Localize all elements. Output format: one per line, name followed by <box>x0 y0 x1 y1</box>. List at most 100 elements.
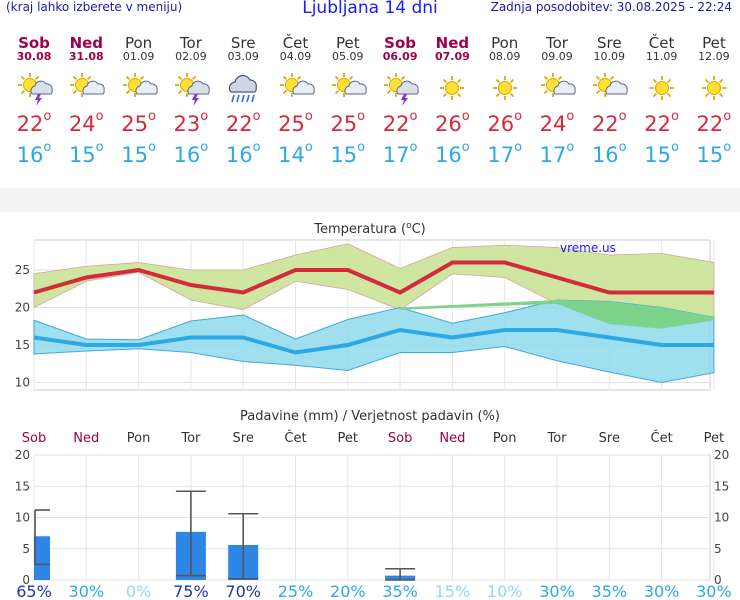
sun-cloud-icon <box>113 72 165 106</box>
max-temp-value: 22 <box>225 112 253 136</box>
precip-y-tick-right: 5 <box>714 542 722 556</box>
sun-cloud-icon <box>270 72 322 106</box>
precip-y-tick-left: 0 <box>22 573 30 587</box>
day-name: Pon <box>124 34 153 52</box>
temp-y-tick-label: 15 <box>15 338 30 352</box>
day-date: 04.09 <box>279 50 312 63</box>
precip-day-label: Sob <box>22 431 46 446</box>
max-temp-value: 22 <box>382 112 410 136</box>
min-temp-line <box>33 327 714 355</box>
degree-mark: o <box>200 109 209 124</box>
max-temp-value: 22 <box>696 112 724 136</box>
min-temp-value: 15 <box>644 143 671 167</box>
degree-mark: o <box>95 140 104 155</box>
day-name: Pet <box>335 34 360 52</box>
min-temp-value: 17 <box>539 143 567 167</box>
sun-icon <box>636 72 688 106</box>
precip-probability: 30% <box>644 582 680 600</box>
degree-mark: o <box>566 140 575 155</box>
min-temp-value: 17 <box>487 143 515 167</box>
temp-plot-area <box>33 239 711 391</box>
precip-probability: 25% <box>278 582 314 600</box>
temp-chart-title: Temperatura (oC) <box>313 221 425 237</box>
min-temperature: 17o <box>531 140 583 167</box>
precip-bar <box>175 531 206 580</box>
precip-day-label: Pon <box>127 431 151 446</box>
max-temp-value: 25 <box>330 112 358 136</box>
precip-y-tick-left: 10 <box>15 511 30 525</box>
max-temperature: 22o <box>688 109 740 136</box>
sun-icon <box>479 72 531 106</box>
min-temperature: 15o <box>636 140 688 167</box>
min-temperature: 16o <box>165 140 217 167</box>
min-temp-value: 17 <box>382 143 410 167</box>
precip-day-label: Ned <box>73 431 99 446</box>
precip-y-tick-right: 0 <box>714 573 722 587</box>
precip-day-label: Pon <box>493 431 517 446</box>
degree-mark: o <box>409 140 418 155</box>
precip-y-tick-right: 20 <box>714 448 729 462</box>
day-name: Čet <box>282 34 309 52</box>
precip-probability: 70% <box>225 582 261 600</box>
day-name: Čet <box>648 34 675 52</box>
temp-title-unit: C) <box>412 222 426 237</box>
min-temperature: 15o <box>113 140 165 167</box>
precip-day-label: Sob <box>388 431 412 446</box>
min-temp-value: 15 <box>121 143 148 167</box>
day-date: 08.09 <box>488 50 521 63</box>
min-temp-value: 16 <box>591 143 619 167</box>
max-temp-value: 26 <box>487 112 515 136</box>
min-temperature: 14o <box>270 140 322 167</box>
min-temperature: 15o <box>688 140 740 167</box>
sun-cloud-icon <box>531 72 583 106</box>
sun-cloud-icon <box>60 72 112 106</box>
min-temp-range-band <box>33 299 715 384</box>
day-date: 12.09 <box>698 50 730 63</box>
min-temperature: 16o <box>217 140 269 167</box>
degree-mark: o <box>252 109 261 124</box>
max-temperature: 25o <box>270 109 322 136</box>
precip-bar <box>385 575 416 580</box>
precip-day-label: Tor <box>546 431 567 446</box>
min-temp-value: 16 <box>435 143 462 167</box>
header-menu-hint[interactable]: (kraj lahko izberete v meniju) <box>6 0 183 14</box>
max-temperature: 25o <box>322 109 374 136</box>
day-name: Sre <box>230 34 256 52</box>
precip-y-tick-left: 5 <box>22 542 30 556</box>
degree-mark: o <box>147 140 156 155</box>
precip-day-label: Ned <box>439 431 465 446</box>
max-temperature: 26o <box>426 109 478 136</box>
sun-cloud-storm-icon <box>374 72 426 106</box>
day-name: Ned <box>435 34 470 52</box>
max-temp-value: 22 <box>591 112 619 136</box>
day-name: Pet <box>702 34 726 52</box>
day-date: 01.09 <box>122 50 155 63</box>
max-temp-value: 25 <box>121 112 148 136</box>
min-temperature: 15o <box>60 140 112 167</box>
precip-day-label: Tor <box>180 431 201 446</box>
day-date: 09.09 <box>541 50 573 63</box>
min-temp-value: 16 <box>16 143 44 167</box>
precip-probability: 65% <box>16 582 52 600</box>
max-temperature: 24o <box>531 109 583 136</box>
separator-band <box>0 188 740 212</box>
precip-y-tick-left: 20 <box>15 448 30 462</box>
min-temperature: 17o <box>374 140 426 167</box>
degree-mark: o <box>43 109 52 124</box>
watermark: vreme.us <box>560 241 616 255</box>
precip-chart-title: Padavine (mm) / Verjetnost padavin (%) <box>240 409 500 424</box>
precip-y-tick-right: 15 <box>714 479 729 493</box>
day-date: 30.08 <box>16 50 52 63</box>
precip-y-tick-right: 10 <box>714 511 729 525</box>
min-temperature: 15o <box>322 140 374 167</box>
min-temp-value: 15 <box>696 143 724 167</box>
day-date: 07.09 <box>434 50 470 63</box>
max-temp-value: 23 <box>173 112 201 136</box>
degree-mark: o <box>357 140 366 155</box>
min-temp-value: 16 <box>225 143 253 167</box>
min-temp-value: 15 <box>68 143 96 167</box>
degree-mark: o <box>618 109 627 124</box>
degree-mark: o <box>514 109 523 124</box>
degree-mark: o <box>252 140 261 155</box>
precip-probability: 30% <box>696 582 732 600</box>
